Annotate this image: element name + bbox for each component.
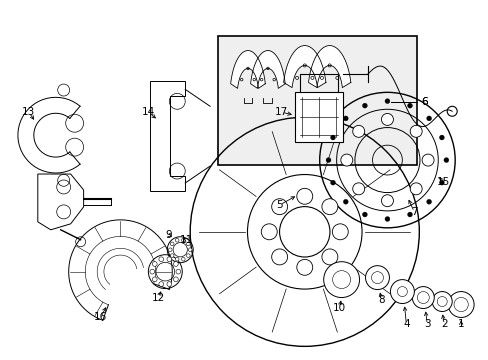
Circle shape xyxy=(271,249,287,265)
Circle shape xyxy=(362,212,366,217)
Circle shape xyxy=(330,180,335,185)
Circle shape xyxy=(407,212,412,217)
Polygon shape xyxy=(250,50,285,88)
Circle shape xyxy=(384,216,389,221)
Circle shape xyxy=(173,277,178,282)
Circle shape xyxy=(343,116,347,121)
Circle shape xyxy=(176,269,181,274)
Circle shape xyxy=(421,154,433,166)
Circle shape xyxy=(439,135,444,140)
Circle shape xyxy=(186,242,190,246)
Circle shape xyxy=(443,158,448,163)
Circle shape xyxy=(296,188,312,204)
Circle shape xyxy=(321,249,337,265)
Text: 9: 9 xyxy=(164,230,171,240)
Circle shape xyxy=(173,262,178,266)
Text: 10: 10 xyxy=(332,302,346,312)
Circle shape xyxy=(175,257,179,261)
Text: 15: 15 xyxy=(436,177,449,187)
Text: 17: 17 xyxy=(275,107,288,117)
Circle shape xyxy=(411,287,433,309)
Polygon shape xyxy=(283,45,325,87)
Circle shape xyxy=(407,103,412,108)
Circle shape xyxy=(321,199,337,215)
Circle shape xyxy=(181,238,185,242)
Circle shape xyxy=(439,180,444,185)
Bar xyxy=(218,36,416,165)
Circle shape xyxy=(323,262,359,298)
Circle shape xyxy=(181,257,185,261)
Circle shape xyxy=(447,292,473,318)
Circle shape xyxy=(152,262,157,266)
Text: 2: 2 xyxy=(440,319,447,329)
Text: 11: 11 xyxy=(179,235,192,245)
Polygon shape xyxy=(308,45,350,87)
Circle shape xyxy=(296,259,312,275)
Text: 6: 6 xyxy=(421,97,427,107)
Circle shape xyxy=(159,257,163,262)
Text: 5: 5 xyxy=(276,200,283,210)
Circle shape xyxy=(166,282,171,287)
Text: 1: 1 xyxy=(457,319,464,329)
Circle shape xyxy=(325,158,330,163)
Circle shape xyxy=(409,125,421,137)
Circle shape xyxy=(431,292,451,311)
Circle shape xyxy=(188,248,192,252)
Text: 6: 6 xyxy=(421,97,427,107)
Circle shape xyxy=(150,269,154,274)
Polygon shape xyxy=(230,50,265,88)
Text: 12: 12 xyxy=(151,293,164,302)
Text: 14: 14 xyxy=(142,107,155,117)
Circle shape xyxy=(340,154,352,166)
Circle shape xyxy=(152,277,157,282)
Circle shape xyxy=(170,242,174,246)
Circle shape xyxy=(426,199,431,204)
Circle shape xyxy=(409,183,421,195)
Circle shape xyxy=(330,135,335,140)
Circle shape xyxy=(352,125,364,137)
Circle shape xyxy=(343,199,347,204)
Circle shape xyxy=(352,183,364,195)
Text: 8: 8 xyxy=(377,294,384,305)
Circle shape xyxy=(384,99,389,104)
Circle shape xyxy=(159,282,163,287)
Circle shape xyxy=(426,116,431,121)
Circle shape xyxy=(168,248,172,252)
Text: 7: 7 xyxy=(410,207,417,217)
Text: 16: 16 xyxy=(94,312,107,323)
Bar xyxy=(294,92,342,142)
Circle shape xyxy=(261,224,277,240)
Text: 3: 3 xyxy=(423,319,430,329)
Circle shape xyxy=(365,266,388,289)
Text: 13: 13 xyxy=(22,107,36,117)
Text: 4: 4 xyxy=(402,319,409,329)
Circle shape xyxy=(332,224,347,240)
Circle shape xyxy=(271,199,287,215)
Circle shape xyxy=(389,280,413,303)
Circle shape xyxy=(170,254,174,257)
Circle shape xyxy=(381,113,393,125)
Circle shape xyxy=(175,238,179,242)
Circle shape xyxy=(166,257,171,262)
Circle shape xyxy=(186,254,190,257)
Circle shape xyxy=(362,103,366,108)
Circle shape xyxy=(381,195,393,207)
